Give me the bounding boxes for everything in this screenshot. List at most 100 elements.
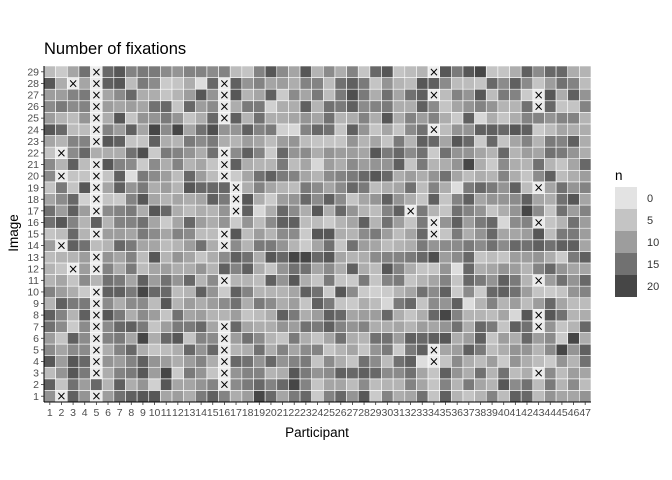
heatmap-cell-p42-i11 <box>520 274 534 287</box>
heatmap-cell-p4-i18 <box>78 193 91 206</box>
heatmap-cell-p14-i19 <box>195 181 208 194</box>
heatmap-cell-p37-i21 <box>462 158 475 171</box>
heatmap-cell-p17-i4 <box>229 355 243 368</box>
heatmap-cell-p43-i1 <box>532 390 545 403</box>
heatmap-cell-p46-i28 <box>567 77 580 90</box>
heatmap-cell-p31-i20 <box>392 169 406 183</box>
heatmap-cell-p30-i15 <box>381 227 394 241</box>
heatmap-cell-p27-i26 <box>346 100 359 113</box>
heatmap-cell-p23-i26 <box>299 100 312 113</box>
heatmap-cell-p29-i5 <box>369 343 382 356</box>
missing-marker-p43-i26: × <box>534 100 544 114</box>
heatmap-cell-p12-i4 <box>171 355 184 368</box>
heatmap-cell-p28-i25 <box>357 112 371 125</box>
heatmap-cell-p29-i26 <box>369 100 382 113</box>
heatmap-cell-p30-i1 <box>381 390 394 403</box>
heatmap-cell-p45-i24 <box>555 123 569 136</box>
heatmap-cell-p31-i8 <box>392 309 406 322</box>
heatmap-cell-p1-i18 <box>43 193 56 206</box>
heatmap-cell-p43-i18 <box>532 193 545 206</box>
heatmap-cell-p45-i25 <box>555 112 569 125</box>
y-tick-label-1: 1 <box>33 391 39 403</box>
heatmap-cell-p1-i4 <box>43 355 56 368</box>
heatmap-cell-p33-i13 <box>416 251 429 264</box>
y-tick-label-14: 14 <box>27 240 39 252</box>
heatmap-cell-p45-i23 <box>555 135 569 148</box>
heatmap-cell-p29-i28 <box>369 77 382 90</box>
heatmap-cell-p15-i8 <box>206 309 219 322</box>
heatmap-cell-p39-i15 <box>485 227 499 241</box>
heatmap-cell-p44-i1 <box>544 390 557 403</box>
heatmap-cell-p45-i3 <box>555 366 569 380</box>
heatmap-cell-p15-i19 <box>206 181 219 194</box>
heatmap-cell-p34-i22 <box>427 146 440 159</box>
heatmap-cell-p30-i28 <box>381 77 394 90</box>
heatmap-cell-p47-i29 <box>579 65 592 78</box>
heatmap-cell-p10-i11 <box>148 274 161 287</box>
heatmap-cell-p3-i9 <box>66 297 80 310</box>
heatmap-cell-p7-i13 <box>113 251 126 264</box>
heatmap-cell-p20-i12 <box>264 262 278 275</box>
heatmap-cell-p21-i5 <box>276 343 289 356</box>
heatmap-cell-p30-i26 <box>381 100 394 113</box>
heatmap-cell-p15-i5 <box>206 343 219 356</box>
heatmap-cell-p14-i13 <box>195 251 208 264</box>
heatmap-cell-p37-i28 <box>462 77 475 90</box>
heatmap-cell-p30-i4 <box>381 355 394 368</box>
heatmap-cell-p33-i3 <box>416 366 429 380</box>
heatmap-cell-p6-i7 <box>101 320 115 333</box>
missing-marker-p5-i18: × <box>91 192 101 206</box>
heatmap-cell-p36-i9 <box>451 297 464 310</box>
heatmap-cell-p21-i25 <box>276 112 289 125</box>
heatmap-cell-p25-i18 <box>323 193 336 206</box>
heatmap-cell-p4-i19 <box>78 181 91 194</box>
heatmap-cell-p44-i16 <box>544 216 557 229</box>
heatmap-cell-p28-i20 <box>357 169 371 183</box>
heatmap-cell-p47-i28 <box>579 77 592 90</box>
heatmap-cell-p3-i16 <box>66 216 80 229</box>
missing-marker-p2-i22: × <box>56 146 66 160</box>
heatmap-cell-p36-i24 <box>451 123 464 136</box>
legend-label-10: 10 <box>647 237 659 249</box>
heatmap-cell-p10-i6 <box>148 332 161 345</box>
heatmap-cell-p20-i18 <box>264 193 278 206</box>
heatmap-cell-p30-i6 <box>381 332 394 345</box>
heatmap-cell-p21-i3 <box>276 366 289 380</box>
heatmap-cell-p42-i15 <box>520 227 534 241</box>
heatmap-cell-p17-i22 <box>229 146 243 159</box>
missing-marker-p34-i29: × <box>429 65 439 79</box>
heatmap-cell-p35-i1 <box>439 390 452 403</box>
heatmap-cell-p47-i6 <box>579 332 592 345</box>
missing-marker-p16-i15: × <box>219 227 229 241</box>
heatmap-cell-p7-i18 <box>113 193 126 206</box>
x-tick-label-9: 9 <box>140 407 146 419</box>
heatmap-cell-p3-i24 <box>66 123 80 136</box>
heatmap-cell-p12-i15 <box>171 227 184 241</box>
heatmap-cell-p35-i17 <box>439 204 452 217</box>
heatmap-cell-p9-i26 <box>136 100 150 113</box>
heatmap-cell-p44-i9 <box>544 297 557 310</box>
missing-marker-p43-i11: × <box>534 273 544 287</box>
y-tick-label-17: 17 <box>27 205 39 217</box>
heatmap-cell-p38-i17 <box>474 204 487 217</box>
heatmap-cell-p33-i15 <box>416 227 429 241</box>
heatmap-cell-p2-i18 <box>55 193 68 206</box>
heatmap-cell-p14-i4 <box>195 355 208 368</box>
heatmap-cell-p45-i5 <box>555 343 569 356</box>
x-tick-label-29: 29 <box>370 407 382 419</box>
missing-marker-p16-i6: × <box>219 331 229 345</box>
heatmap-cell-p25-i9 <box>323 297 336 310</box>
heatmap-cell-p46-i5 <box>567 343 580 356</box>
heatmap-cell-p12-i17 <box>171 204 184 217</box>
heatmap-cell-p32-i13 <box>404 251 417 264</box>
heatmap-cell-p46-i23 <box>567 135 580 148</box>
heatmap-cell-p18-i22 <box>241 146 254 159</box>
heatmap-cell-p35-i12 <box>439 262 452 275</box>
heatmap-cell-p29-i16 <box>369 216 382 229</box>
heatmap-cell-p43-i5 <box>532 343 545 356</box>
legend-key-0 <box>615 187 637 209</box>
x-tick-label-32: 32 <box>405 407 417 419</box>
heatmap-cell-p21-i1 <box>276 390 289 403</box>
heatmap-cell-p4-i26 <box>78 100 91 113</box>
heatmap-cell-p29-i18 <box>369 193 382 206</box>
